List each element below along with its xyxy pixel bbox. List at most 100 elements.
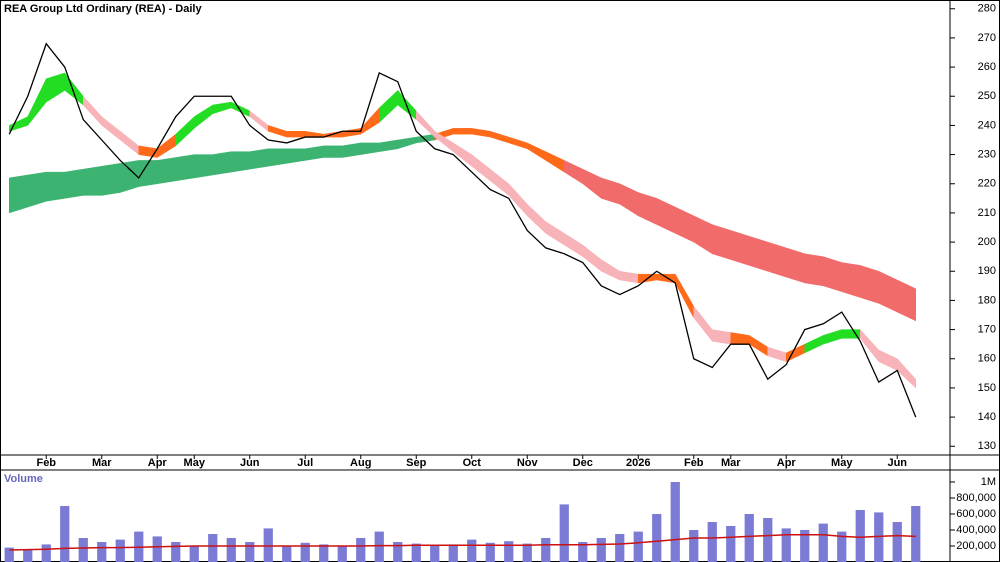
y-tick-label: 130 <box>978 440 996 452</box>
ribbon-segment <box>360 142 380 155</box>
ribbon-segment <box>305 130 324 138</box>
volume-bar <box>911 506 921 562</box>
ribbon-segment <box>545 151 565 173</box>
ribbon-segment <box>101 163 121 196</box>
ribbon-segment <box>379 139 398 152</box>
ribbon-segment <box>675 206 694 243</box>
x-tick-label: Nov <box>517 457 539 469</box>
volume-bar <box>208 534 218 562</box>
volume-average <box>9 534 916 551</box>
ribbon-segment <box>582 168 602 199</box>
ribbon-segment <box>601 177 620 205</box>
ribbon-segment <box>416 133 435 144</box>
x-tick-label: Aug <box>350 457 371 469</box>
volume-bar <box>652 514 662 562</box>
ribbon-segment <box>286 148 306 164</box>
ribbon-segment <box>268 148 287 167</box>
volume-bar <box>23 550 33 562</box>
ribbon-segment <box>749 235 768 272</box>
volume-bar <box>892 522 902 562</box>
ribbon-segment <box>730 230 750 266</box>
ribbon-segment <box>823 256 842 293</box>
volume-bar <box>411 543 421 562</box>
ribbon-segment <box>249 148 269 170</box>
volume-bar <box>448 544 458 562</box>
ribbon-segment <box>120 160 139 193</box>
y-tick-label: 200 <box>978 236 996 248</box>
ribbon-segment <box>453 128 472 135</box>
ribbon-segment <box>545 221 565 246</box>
volume-bar <box>615 534 625 562</box>
volume-bar <box>467 539 477 562</box>
volume-bar <box>263 528 273 562</box>
ribbon-segment <box>231 101 250 118</box>
ribbon-segment <box>83 95 102 127</box>
volume-bar <box>855 510 865 562</box>
volume-bar <box>41 544 51 562</box>
ribbon-segment <box>564 160 583 185</box>
y-tick-label: 280 <box>978 3 996 15</box>
ribbon-segment <box>27 78 47 127</box>
volume-bar <box>689 530 699 562</box>
ribbon-segment <box>582 244 602 272</box>
x-tick-label: Feb <box>684 457 704 469</box>
ribbon-segment <box>878 270 898 313</box>
volume-bar <box>319 544 329 562</box>
volume-bar <box>245 542 255 562</box>
y-tick-label: 210 <box>978 207 996 219</box>
ribbon-segment <box>471 154 491 182</box>
y-tick-label: 600,000 <box>956 508 996 520</box>
volume-bar <box>522 543 532 562</box>
y-tick-label: 150 <box>978 382 996 394</box>
ribbon-segment <box>619 270 639 284</box>
volume-bar <box>152 536 162 562</box>
ribbon-segment <box>9 174 28 214</box>
ribbon-segment <box>175 154 195 182</box>
y-tick-label: 240 <box>978 119 996 131</box>
y-tick-label: 250 <box>978 90 996 102</box>
volume-bar <box>818 523 828 562</box>
volume-bar <box>633 531 643 562</box>
ribbon-segment <box>508 183 528 217</box>
ribbon-segment <box>712 224 731 260</box>
ribbon-segment <box>712 329 731 345</box>
ribbon-segment <box>379 89 398 124</box>
y-tick-label: 200,000 <box>956 540 996 552</box>
ribbon-segment <box>897 358 916 389</box>
x-tick-label: Jun <box>887 457 907 469</box>
ribbon-segment <box>767 346 787 363</box>
ribbon-segment <box>601 259 620 281</box>
volume-bar <box>670 482 680 562</box>
y-tick-label: 220 <box>978 178 996 190</box>
volume-bar <box>393 542 403 562</box>
ribbon-segment <box>730 332 750 345</box>
y-tick-label: 230 <box>978 148 996 160</box>
ribbon-segment <box>564 232 583 258</box>
ribbon-segment <box>490 130 509 144</box>
volume-bar <box>60 506 70 562</box>
ribbon-segment <box>46 72 65 103</box>
ribbon-segment <box>212 151 232 176</box>
y-tick-label: 140 <box>978 411 996 423</box>
ribbon-segment <box>231 151 250 173</box>
ribbon-segment <box>619 183 639 217</box>
ribbon-segment <box>527 142 546 161</box>
ribbon-segment <box>175 116 195 147</box>
volume-bar <box>763 518 773 562</box>
volume-title: Volume <box>4 473 43 485</box>
ribbon-segment <box>527 203 546 234</box>
y-tick-label: 180 <box>978 294 996 306</box>
volume-bar <box>189 546 199 562</box>
y-tick-label: 190 <box>978 265 996 277</box>
ribbon-segment <box>656 197 676 234</box>
ribbon-segment <box>120 130 139 156</box>
ribbon-segment <box>101 116 121 141</box>
ribbon-segment <box>64 72 84 106</box>
ribbon-segment <box>860 265 879 304</box>
ribbon-segment <box>305 145 324 161</box>
y-tick-label: 1M <box>981 476 996 488</box>
volume-bar <box>800 530 810 562</box>
volume-bar <box>115 539 125 562</box>
